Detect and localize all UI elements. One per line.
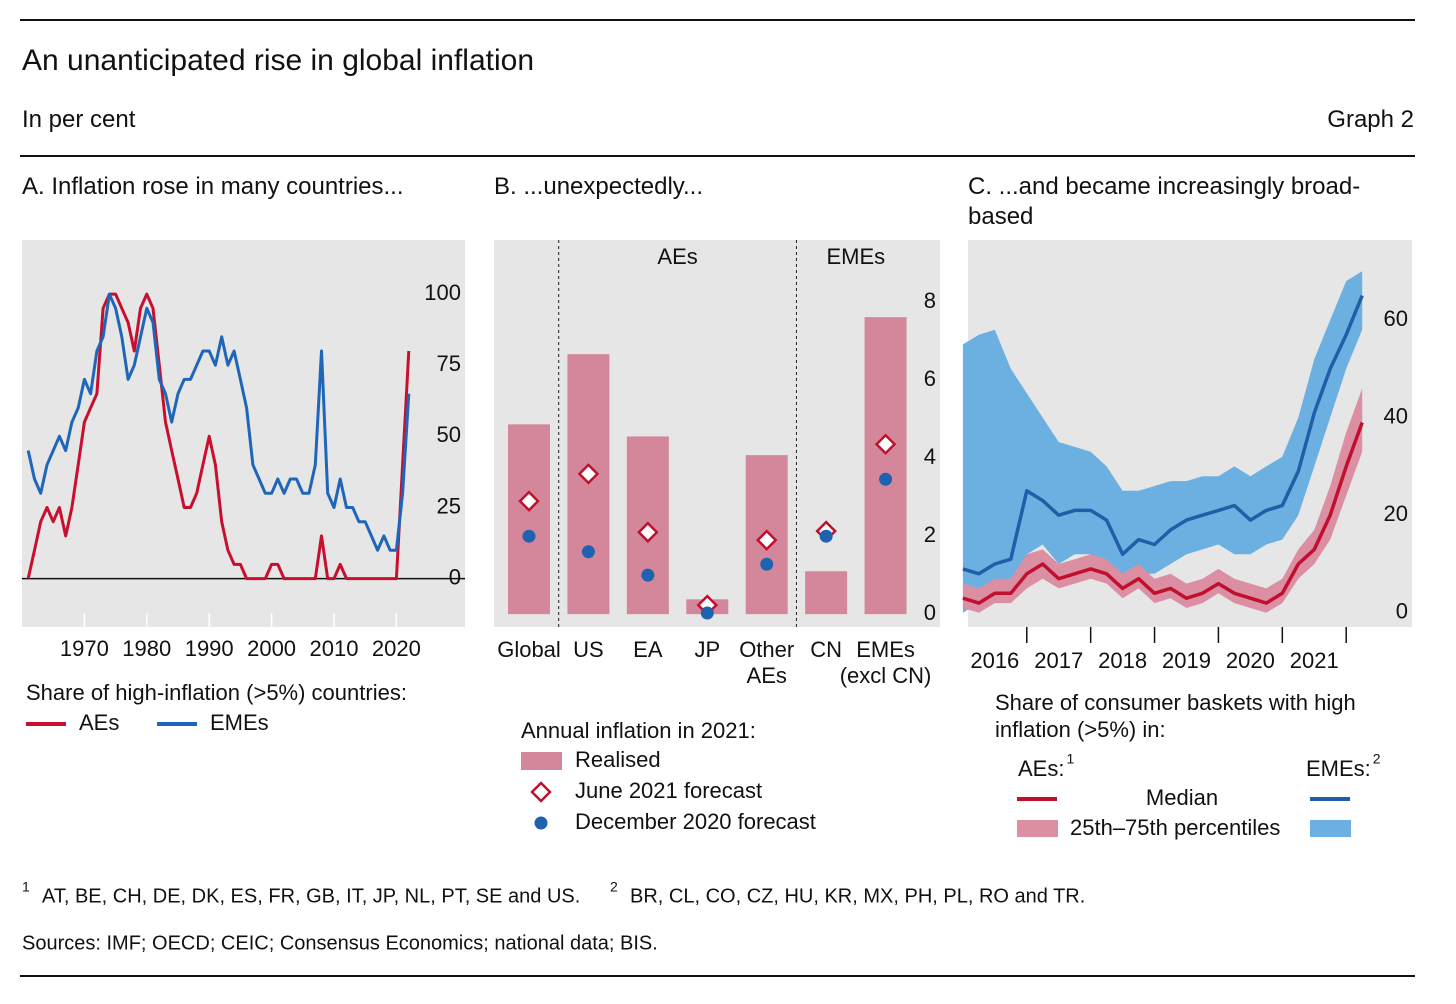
panel-title: C. ...and became increasingly broad-base…	[968, 173, 1361, 230]
x-tick-label: 1980	[122, 636, 171, 661]
y-tick-label: 0	[924, 600, 936, 625]
dot-marker	[760, 557, 774, 571]
legend-label: Realised	[575, 747, 661, 772]
y-tick-label: 8	[924, 288, 936, 313]
legend-title: Annual inflation in 2021:	[521, 718, 756, 743]
bar	[508, 424, 550, 615]
bar	[864, 317, 907, 615]
x-tick-label: 2010	[309, 636, 358, 661]
legend-swatch	[521, 752, 562, 770]
x-tick-label: EA	[633, 637, 663, 662]
rule	[20, 155, 1415, 157]
median-line	[962, 294, 1364, 576]
dot-marker	[700, 606, 714, 620]
x-tick-label: 2020	[372, 636, 421, 661]
legend-note: 2	[1373, 751, 1381, 767]
x-tick-label: 2021	[1290, 648, 1339, 673]
graph-label: Graph 2	[1327, 106, 1414, 133]
legend-swatch	[1017, 820, 1058, 837]
rule	[20, 975, 1415, 977]
dot-marker	[522, 529, 536, 543]
x-tick-label: 2016	[970, 648, 1019, 673]
group-label: AEs	[657, 244, 697, 269]
legend-column-label: EMEs:	[1306, 756, 1371, 781]
legend-label: 25th–75th percentiles	[1070, 815, 1280, 840]
x-tick-label: EMEs (excl CN)	[839, 637, 932, 688]
diamond-marker	[874, 433, 897, 455]
panel-title: B. ...unexpectedly...	[494, 173, 704, 200]
dot-marker	[581, 545, 595, 559]
footnote-mark: 2	[610, 879, 618, 895]
y-tick-label: 0	[449, 564, 461, 589]
y-tick-label: 50	[437, 422, 461, 447]
dot-marker	[879, 472, 893, 486]
y-tick-label: 100	[424, 280, 461, 305]
legend-title: Share of high-inflation (>5%) countries:	[26, 680, 407, 705]
sources: Sources: IMF; OECD; CEIC; Consensus Econ…	[22, 932, 658, 954]
diamond-marker	[637, 521, 659, 544]
legend-label: December 2020 forecast	[575, 809, 816, 834]
footnote-mark: 1	[22, 879, 30, 895]
footnote: AT, BE, CH, DE, DK, ES, FR, GB, IT, JP, …	[42, 885, 580, 907]
legend-label: June 2021 forecast	[575, 778, 762, 803]
x-tick-label: 2019	[1162, 648, 1211, 673]
diamond-marker	[518, 490, 540, 512]
group-label: EMEs	[827, 244, 886, 269]
x-tick-label: 2018	[1098, 648, 1147, 673]
y-tick-label: 2	[924, 522, 936, 547]
rule	[20, 19, 1415, 21]
y-tick-label: 4	[924, 444, 936, 469]
x-tick-label: 2000	[247, 636, 296, 661]
x-tick-label: 1970	[60, 636, 109, 661]
diamond-marker	[755, 529, 778, 551]
band	[962, 271, 1363, 613]
subtitle: In per cent	[22, 106, 136, 133]
legend-label: Median	[1146, 785, 1218, 810]
diamond-marker	[577, 463, 600, 485]
legend-swatch	[1310, 820, 1351, 837]
bar	[805, 571, 848, 615]
x-tick-label: 1990	[185, 636, 234, 661]
legend-label: AEs	[79, 710, 119, 735]
x-tick-label: Global	[497, 637, 561, 662]
x-tick-label: 2020	[1226, 648, 1275, 673]
legend-note: 1	[1066, 751, 1074, 767]
y-tick-label: 40	[1384, 403, 1408, 428]
y-tick-label: 0	[1396, 599, 1408, 624]
y-tick-label: 6	[924, 366, 936, 391]
legend-column-label: AEs:	[1018, 756, 1064, 781]
x-tick-label: 2017	[1034, 648, 1083, 673]
x-tick-label: CN	[810, 637, 843, 662]
line	[26, 292, 411, 581]
median-line	[962, 421, 1364, 605]
x-tick-label: Other AEs	[739, 637, 795, 688]
x-tick-label: JP	[694, 637, 721, 662]
band	[962, 388, 1363, 613]
plot-background	[22, 240, 465, 627]
legend-title: Share of consumer baskets with high infl…	[995, 690, 1356, 742]
legend-label: EMEs	[210, 710, 269, 735]
y-tick-label: 20	[1384, 501, 1408, 526]
title: An unanticipated rise in global inflatio…	[22, 44, 535, 77]
dot-marker	[641, 568, 655, 582]
dot-marker	[819, 529, 833, 543]
y-tick-label: 60	[1384, 306, 1408, 331]
y-tick-label: 25	[437, 493, 461, 518]
panel-title: A. Inflation rose in many countries...	[22, 173, 404, 200]
legend-swatch	[534, 816, 548, 830]
line	[26, 292, 411, 552]
y-tick-label: 75	[437, 351, 461, 376]
x-tick-label: US	[573, 637, 604, 662]
legend-swatch	[530, 781, 552, 803]
footnote: BR, CL, CO, CZ, HU, KR, MX, PH, PL, RO a…	[630, 885, 1085, 907]
